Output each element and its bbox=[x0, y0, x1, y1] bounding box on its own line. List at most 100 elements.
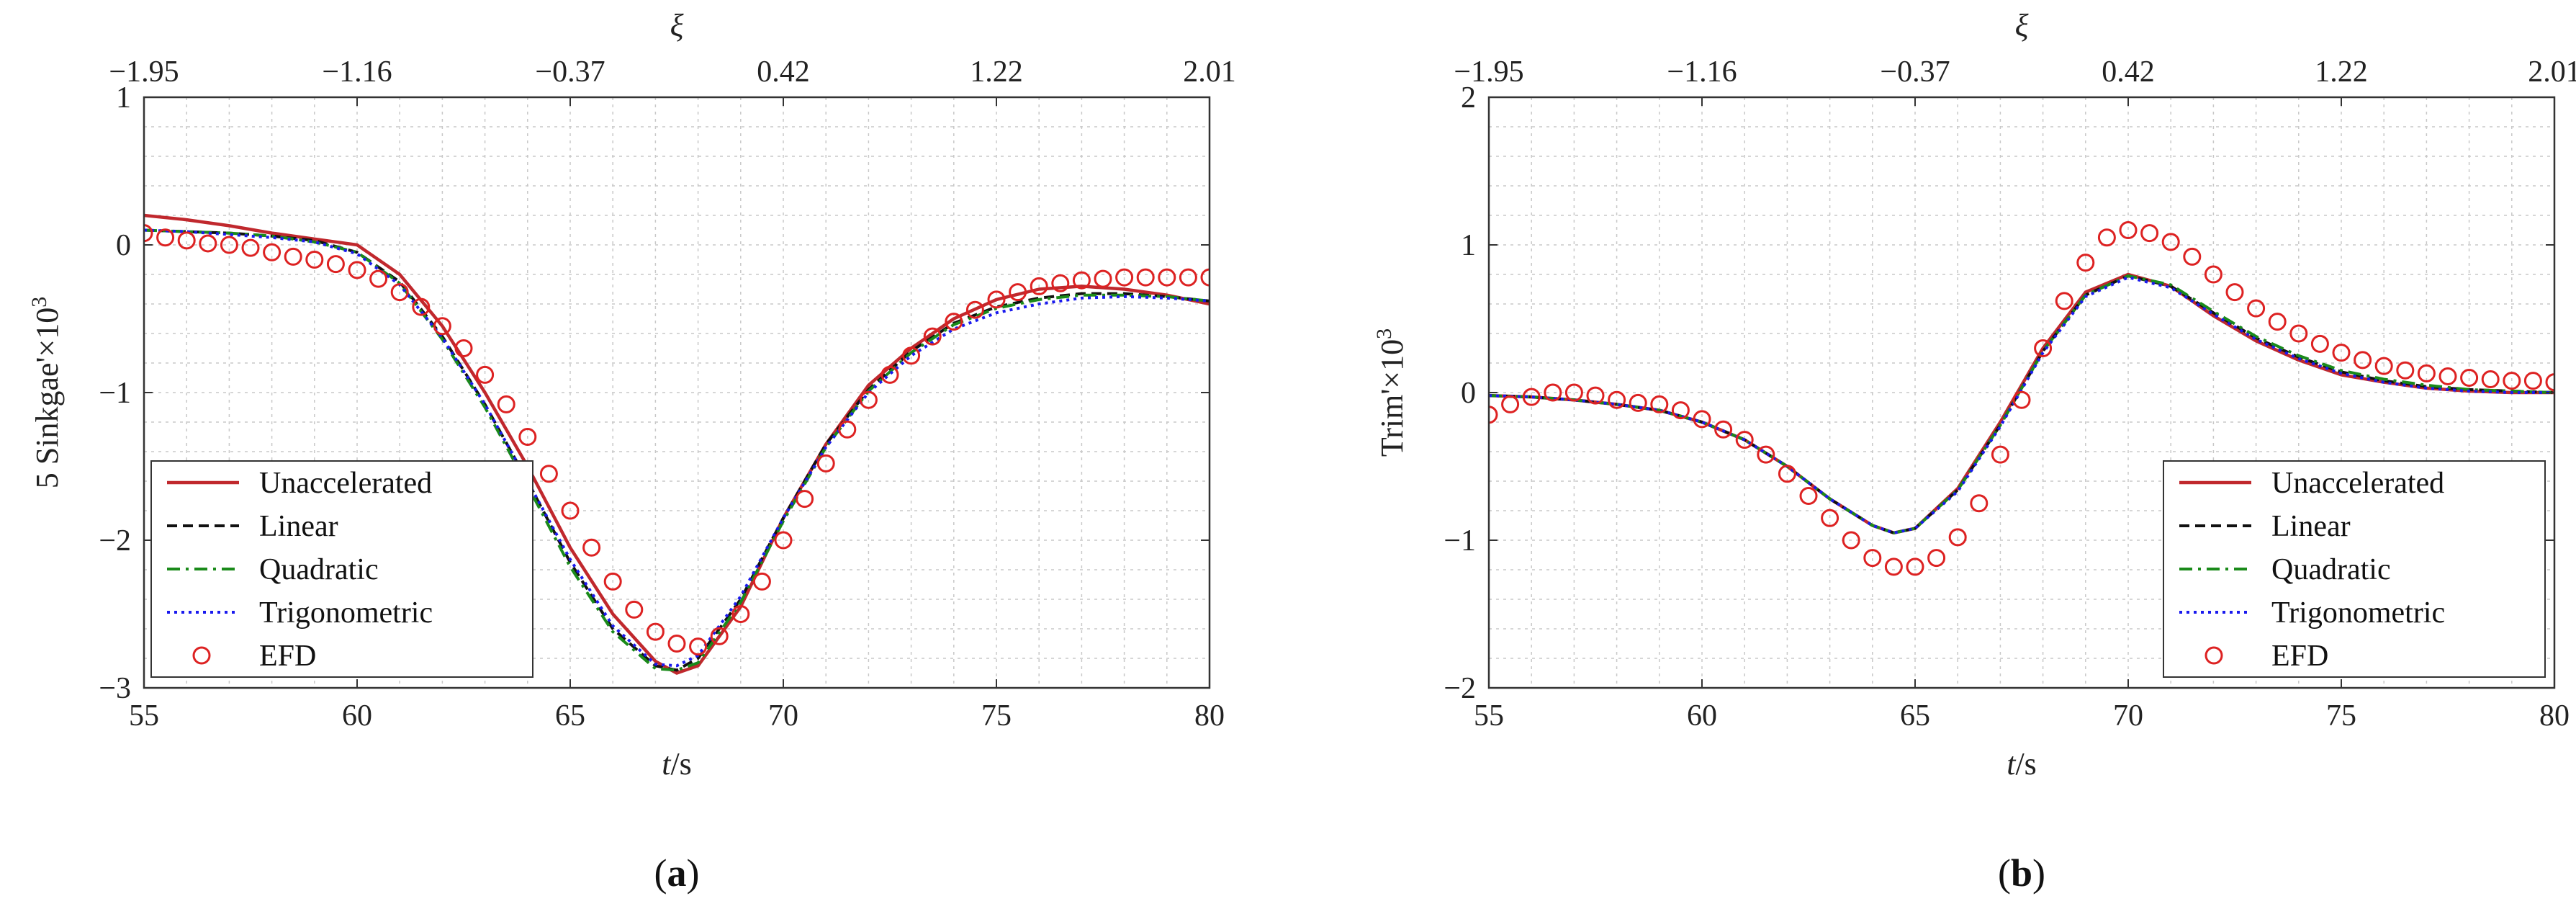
y-axis-label: Trim'×103 bbox=[1372, 328, 1410, 457]
efd-point bbox=[412, 297, 431, 316]
series-trigonometric-line bbox=[144, 228, 1210, 668]
efd-point bbox=[2204, 265, 2223, 284]
efd-point bbox=[2396, 361, 2415, 380]
panel-label: (b) bbox=[1998, 851, 2045, 895]
legend-label: Trigonometric bbox=[2271, 596, 2445, 630]
legend-label: Unaccelerated bbox=[2271, 467, 2444, 500]
efd-point bbox=[774, 531, 793, 550]
chart-panel-a: 55 60 65 70 75 80 −1.95 −1.16 −0.37 0.42 1.22 2.01 −… bbox=[27, 8, 1236, 895]
efd-point bbox=[305, 251, 324, 269]
x2-tick-label: 2.01 bbox=[2528, 55, 2576, 89]
x2-tick-label: −1.16 bbox=[1667, 55, 1737, 89]
efd-point bbox=[1821, 509, 1839, 527]
legend-label: Unaccelerated bbox=[259, 467, 432, 500]
x-tick-label: 65 bbox=[1900, 699, 1930, 733]
y-tick-label: 1 bbox=[116, 81, 131, 115]
efd-point bbox=[220, 236, 238, 254]
efd-point bbox=[1051, 274, 1070, 292]
efd-point bbox=[945, 313, 963, 331]
y-tick-label: 0 bbox=[116, 229, 131, 262]
efd-point bbox=[603, 572, 622, 591]
efd-point bbox=[1693, 410, 1711, 429]
efd-point bbox=[2374, 357, 2393, 375]
x2-tick-label: 2.01 bbox=[1183, 55, 1236, 89]
series-linear-line bbox=[144, 228, 1210, 672]
efd-point bbox=[2523, 372, 2542, 390]
x2-tick-label: 1.22 bbox=[2315, 55, 2368, 89]
legend-label: Quadratic bbox=[259, 553, 379, 586]
efd-point bbox=[2119, 221, 2138, 239]
efd-point bbox=[965, 300, 984, 319]
efd-point bbox=[454, 339, 473, 357]
efd-point bbox=[2183, 247, 2202, 266]
efd-point bbox=[646, 622, 665, 641]
efd-point bbox=[2310, 334, 2329, 353]
x2-tick-label: 1.22 bbox=[970, 55, 1023, 89]
legend-label: Linear bbox=[259, 510, 338, 543]
series-quadratic-line bbox=[144, 228, 1210, 672]
efd-point bbox=[2289, 324, 2308, 343]
efd-point bbox=[2438, 367, 2457, 385]
efd-point bbox=[2012, 390, 2031, 409]
efd-point bbox=[2460, 369, 2479, 387]
x2-tick-label: −1.16 bbox=[322, 55, 392, 89]
legend-label: Trigonometric bbox=[259, 596, 433, 630]
efd-point bbox=[433, 317, 451, 336]
efd-point bbox=[497, 395, 515, 413]
efd-point bbox=[199, 234, 217, 253]
y-tick-label: −1 bbox=[99, 377, 131, 410]
efd-point bbox=[1115, 268, 1134, 287]
efd-point bbox=[710, 627, 729, 645]
efd-point bbox=[902, 346, 921, 365]
series-trigonometric-line bbox=[1489, 276, 2554, 534]
y-axis-label: 5 Sinkgae'×103 bbox=[27, 297, 65, 489]
efd-point bbox=[2503, 372, 2521, 390]
efd-point bbox=[1136, 268, 1155, 287]
efd-point bbox=[539, 465, 558, 483]
x2-tick-label: 0.42 bbox=[757, 55, 810, 89]
efd-point bbox=[1200, 268, 1210, 287]
efd-point bbox=[1778, 465, 1796, 483]
legend-label: Quadratic bbox=[2271, 553, 2391, 586]
x-tick-label: 80 bbox=[2539, 699, 2570, 733]
efd-point bbox=[2140, 224, 2159, 243]
efd-point bbox=[923, 327, 942, 346]
efd-point bbox=[752, 572, 771, 591]
efd-point bbox=[2481, 370, 2500, 389]
efd-point bbox=[1094, 269, 1112, 288]
legend-label: EFD bbox=[259, 640, 316, 673]
efd-point bbox=[1842, 531, 1860, 550]
efd-point bbox=[2076, 254, 2095, 272]
y-tick-label: −3 bbox=[99, 672, 131, 705]
efd-point bbox=[1179, 268, 1197, 287]
x-tick-label: 55 bbox=[129, 699, 159, 733]
efd-point bbox=[1544, 383, 1562, 402]
efd-point bbox=[1586, 386, 1605, 405]
legend-label: Linear bbox=[2271, 510, 2351, 543]
efd-point bbox=[1799, 487, 1818, 505]
efd-point bbox=[263, 243, 282, 261]
efd-point bbox=[689, 637, 708, 656]
efd-point bbox=[1970, 494, 1989, 513]
y-tick-label: −2 bbox=[1444, 672, 1476, 705]
efd-point bbox=[2268, 313, 2287, 331]
x2-tick-label: −1.95 bbox=[1454, 55, 1523, 89]
efd-point bbox=[1009, 283, 1027, 302]
efd-point bbox=[2417, 364, 2436, 382]
efd-point bbox=[1735, 431, 1754, 449]
series-group bbox=[144, 213, 1210, 675]
efd-point bbox=[156, 228, 175, 247]
efd-point bbox=[518, 428, 537, 446]
y-tick-label: 1 bbox=[1461, 229, 1476, 262]
x-tick-label: 70 bbox=[768, 699, 798, 733]
x2-tick-label: −0.37 bbox=[1880, 55, 1950, 89]
legend-marker bbox=[2205, 646, 2223, 665]
efd-point bbox=[476, 365, 495, 384]
efd-point bbox=[1564, 383, 1583, 402]
efd-point bbox=[2097, 228, 2116, 247]
efd-point bbox=[284, 247, 302, 266]
efd-point bbox=[859, 390, 878, 409]
efd-point bbox=[881, 365, 899, 384]
efd-point bbox=[326, 255, 345, 274]
